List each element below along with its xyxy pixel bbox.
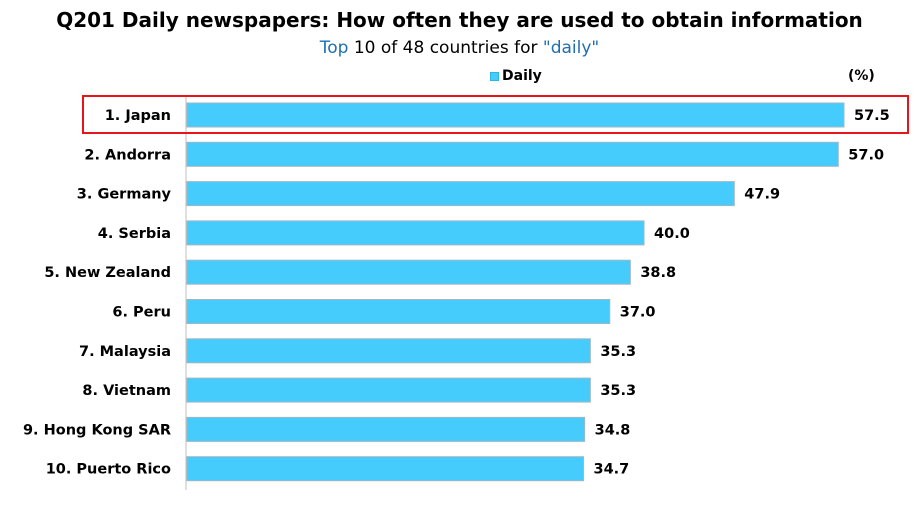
category-label: 4. Serbia <box>98 226 171 242</box>
value-label: 35.3 <box>600 344 636 360</box>
legend-label: Daily <box>502 68 542 84</box>
value-label: 34.8 <box>595 422 631 438</box>
value-label: 34.7 <box>593 462 629 478</box>
category-label: 5. New Zealand <box>44 265 171 281</box>
highlight-box <box>82 95 909 134</box>
bar <box>186 299 611 324</box>
bar <box>186 338 591 364</box>
category-label: 10. Puerto Rico <box>46 462 171 478</box>
chart-title: Q201 Daily newspapers: How often they ar… <box>56 8 863 32</box>
bar <box>186 141 839 167</box>
category-label: 8. Vietnam <box>82 383 171 399</box>
value-label: 47.9 <box>744 187 780 203</box>
value-label: 57.0 <box>848 147 884 163</box>
bar <box>186 377 591 403</box>
value-label: 35.3 <box>600 383 636 399</box>
legend-swatch <box>490 71 499 81</box>
chart-subtitle: Top 10 of 48 countries for "daily" <box>0 38 919 58</box>
subtitle-quoted: "daily" <box>542 38 600 58</box>
bar <box>186 102 845 128</box>
category-label: 6. Peru <box>112 305 171 321</box>
value-label: 40.0 <box>654 226 690 242</box>
category-label: 3. Germany <box>77 187 172 203</box>
category-label: 7. Malaysia <box>79 344 171 360</box>
category-label: 2. Andorra <box>84 147 171 163</box>
bar <box>186 181 735 207</box>
unit-label: (%) <box>848 68 875 84</box>
value-label: 57.5 <box>854 108 890 124</box>
subtitle-middle: 10 of 48 countries for <box>348 38 543 58</box>
bar <box>186 456 584 482</box>
bar <box>186 259 631 285</box>
category-label: 1. Japan <box>105 108 171 124</box>
legend: Daily <box>490 68 542 84</box>
value-label: 37.0 <box>620 305 656 321</box>
bar <box>186 220 645 246</box>
category-label: 9. Hong Kong SAR <box>23 422 171 438</box>
bar <box>186 416 586 442</box>
subtitle-top: Top <box>319 38 349 58</box>
value-label: 38.8 <box>640 265 676 281</box>
